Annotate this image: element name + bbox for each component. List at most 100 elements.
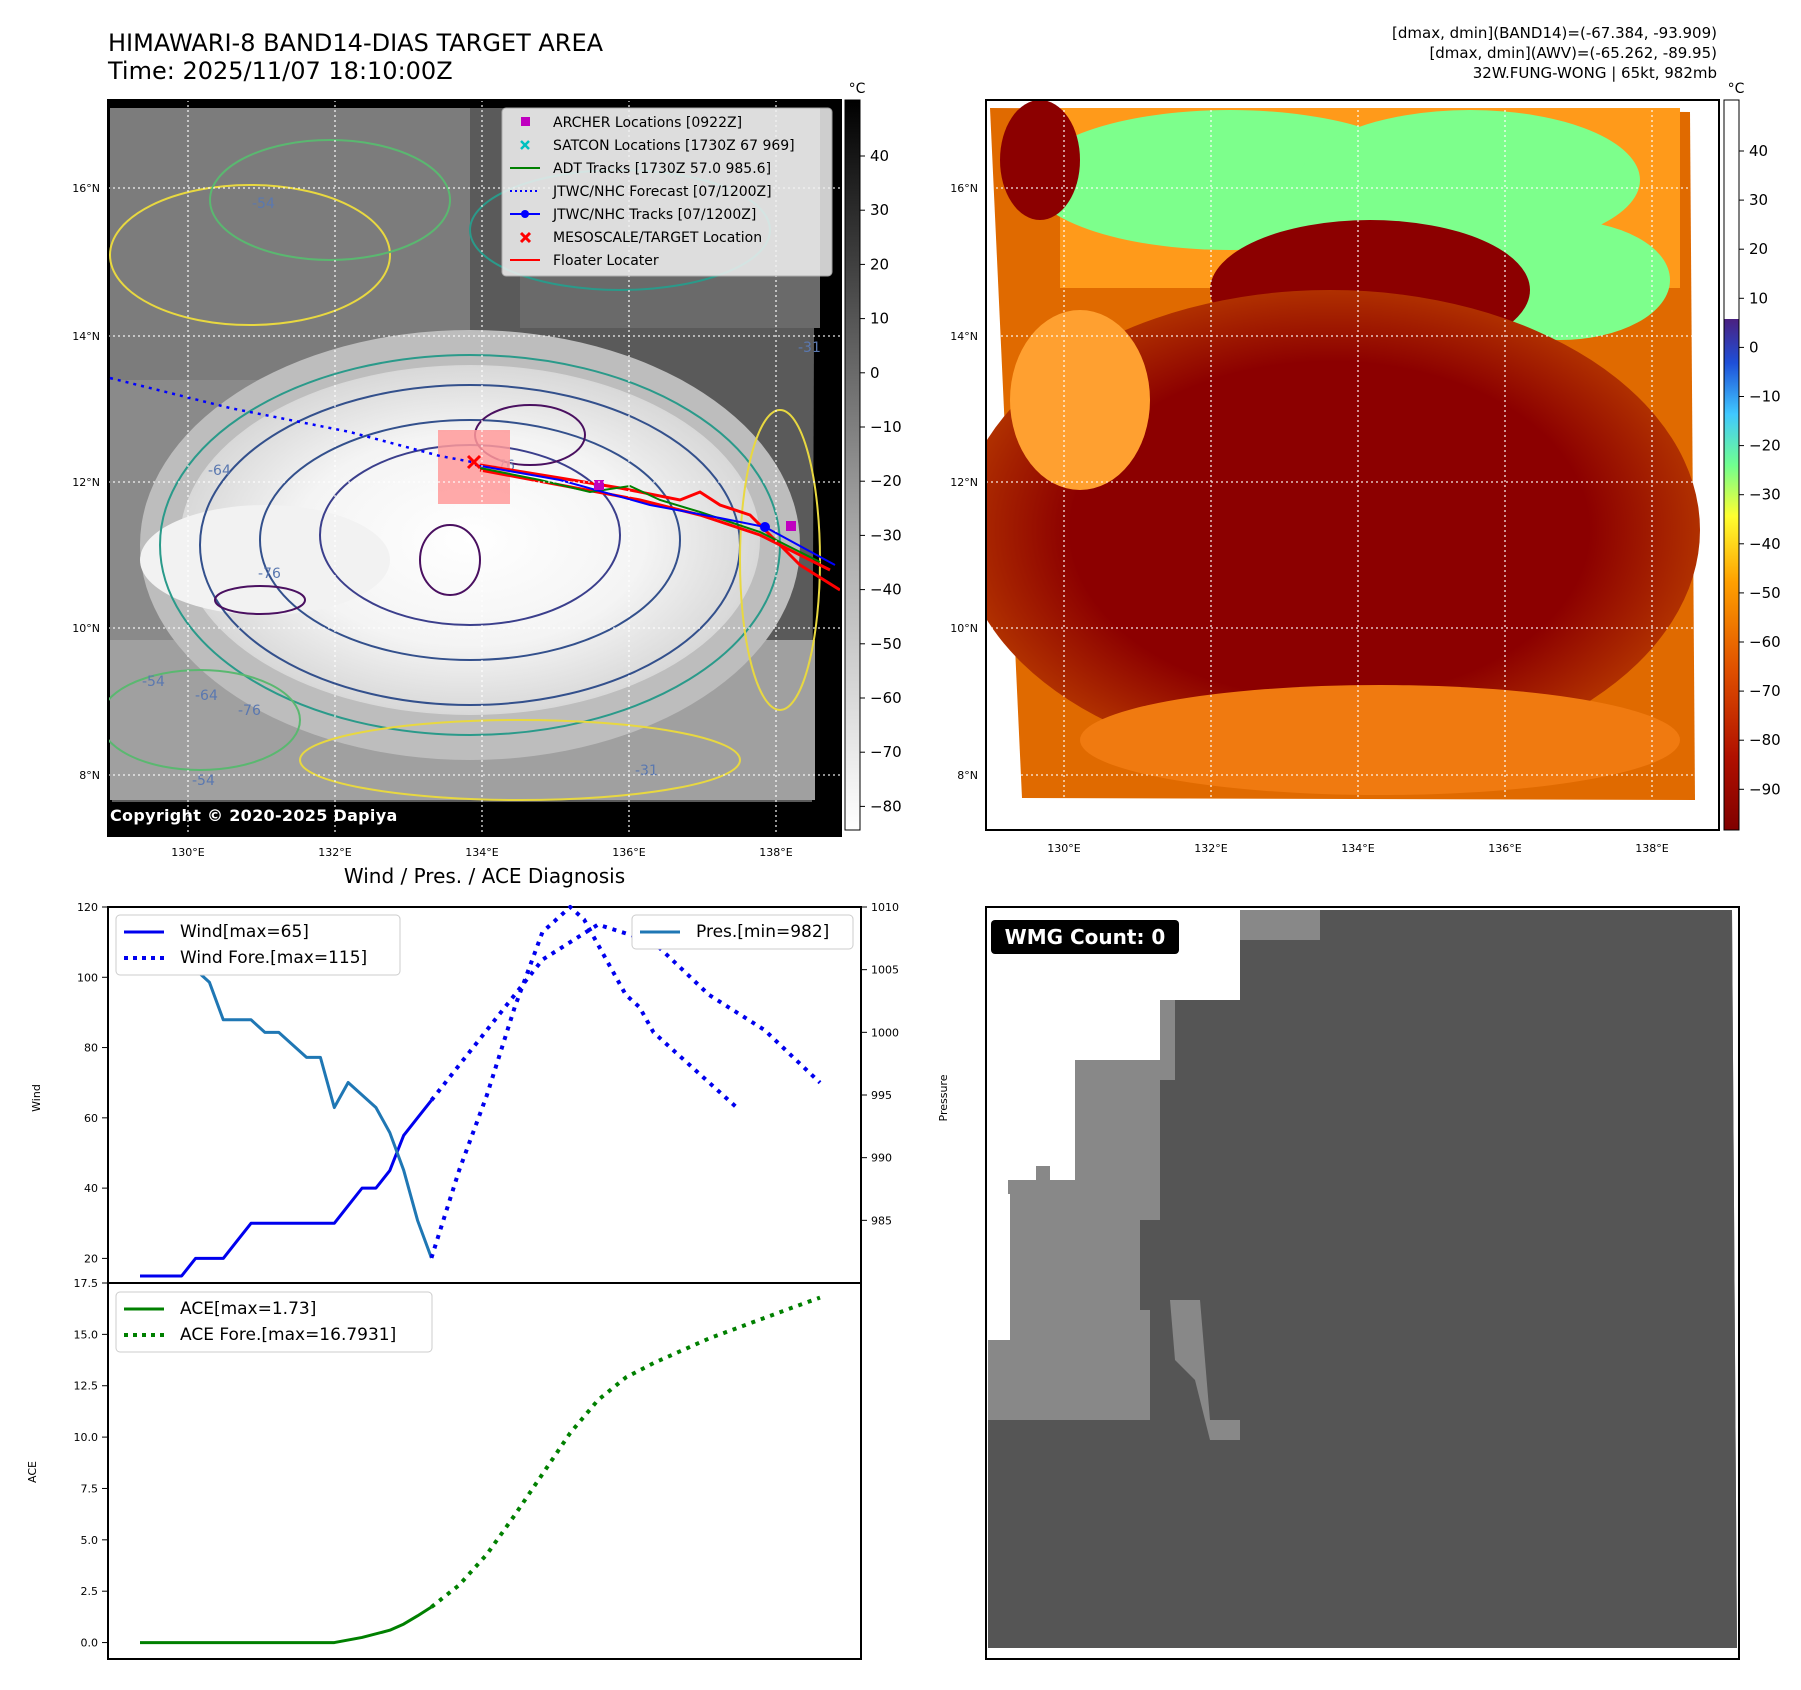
wind-y-tick-label: 40 <box>84 1182 98 1195</box>
ace-y-tick-label: 10.0 <box>74 1431 99 1444</box>
floater-locater-track <box>479 463 841 592</box>
contour-label: -76 <box>238 703 261 719</box>
contour-label: -64 <box>208 463 231 479</box>
lon-label: 138°E <box>759 846 792 859</box>
awv-colorbar-tick-label: −60 <box>1749 633 1781 651</box>
legend-label: Floater Locater <box>553 253 659 269</box>
legend-target-swatch <box>519 231 532 244</box>
meta-storm-info: 32W.FUNG-WONG | 65kt, 982mb <box>1472 64 1717 82</box>
jtwc-forecast-track <box>109 376 473 464</box>
legend-satcon-swatch <box>520 140 530 150</box>
ace-y-tick-label: 17.5 <box>74 1277 99 1290</box>
awv-colorbar-tick-label: −90 <box>1749 780 1781 798</box>
lon-label: 136°E <box>612 846 645 859</box>
wind-legend: Wind[max=65] Wind Fore.[max=115] <box>115 914 401 976</box>
awv-colorbar-tick-label: −70 <box>1749 682 1781 700</box>
ace-y-tick-label: 2.5 <box>81 1585 99 1598</box>
wind-axis-label: Wind <box>30 1084 43 1112</box>
figure-time: Time: 2025/11/07 18:10:00Z <box>108 57 453 85</box>
contour-label: -64 <box>195 688 218 704</box>
band14-colorbar-tick-label: −60 <box>870 689 902 707</box>
wind-forecast-series-line <box>429 922 822 1102</box>
lon-label: 130°E <box>171 846 204 859</box>
band14-colorbar-tick-label: −10 <box>870 418 902 436</box>
awv-colorbar-tick-label: 10 <box>1749 289 1768 307</box>
awv-colorbar-tick-label: −10 <box>1749 388 1781 406</box>
band14-colorbar-tick-label: 40 <box>870 147 889 165</box>
legend-label: JTWC/NHC Forecast [07/1200Z] <box>552 184 772 200</box>
contour-label: -31 <box>635 763 658 779</box>
lon-label: 130°E <box>1047 842 1080 855</box>
copyright-notice: Copyright © 2020-2025 Dapiya <box>110 806 398 825</box>
lat-label: 10°N <box>950 622 978 635</box>
legend-label: ACE[max=1.73] <box>180 1299 316 1319</box>
awv-colorbar-tick-label: −30 <box>1749 486 1781 504</box>
legend-archer-swatch <box>521 117 530 126</box>
pressure-forecast-series-line <box>429 905 739 1259</box>
lon-label: 132°E <box>1194 842 1227 855</box>
lat-label: 16°N <box>950 182 978 195</box>
wmg-count-badge: WMG Count: 0 <box>991 920 1179 954</box>
jtwc-track-point <box>760 522 770 532</box>
meta-awv-range: [dmax, dmin](AWV)=(-65.262, -89.95) <box>1429 44 1717 62</box>
lon-label: 134°E <box>465 846 498 859</box>
awv-imagery <box>986 100 1719 830</box>
ace-y-tick-label: 12.5 <box>74 1380 99 1393</box>
pressure-y-tick-label: 1005 <box>871 964 899 977</box>
diagnosis-title: Wind / Pres. / ACE Diagnosis <box>343 864 626 888</box>
awv-colorbar-tick-label: 40 <box>1749 142 1768 160</box>
band14-colorbar-tick-label: 0 <box>870 364 880 382</box>
ace-y-tick-label: 7.5 <box>81 1482 99 1495</box>
lat-label: 14°N <box>72 330 100 343</box>
contour-label: -76 <box>258 566 281 582</box>
awv-colorbar-tick-label: −50 <box>1749 584 1781 602</box>
band14-colorbar <box>844 99 861 831</box>
band14-colorbar-tick-label: −40 <box>870 581 902 599</box>
ace-y-tick-label: 15.0 <box>74 1328 99 1341</box>
band14-colorbar-tick-label: −20 <box>870 472 902 490</box>
archer-location-marker <box>786 521 796 531</box>
lat-label: 8°N <box>79 769 100 782</box>
wmg-panel <box>985 906 1740 1660</box>
pressure-y-tick-label: 985 <box>871 1214 892 1227</box>
contour-label: -54 <box>252 196 275 212</box>
legend-label: Wind[max=65] <box>180 922 309 942</box>
awv-colorbar-unit: °C <box>1728 81 1745 97</box>
lat-label: 16°N <box>72 182 100 195</box>
lon-label: 138°E <box>1635 842 1668 855</box>
awv-colorbar-tick-label: 20 <box>1749 240 1768 258</box>
band14-colorbar-tick-label: 30 <box>870 201 889 219</box>
wind-y-tick-label: 120 <box>77 901 98 914</box>
pressure-y-tick-label: 1000 <box>871 1026 899 1039</box>
contour-label: -54 <box>142 674 165 690</box>
wind-series-line <box>140 1099 433 1278</box>
wind-y-tick-label: 20 <box>84 1252 98 1265</box>
legend-label: ARCHER Locations [0922Z] <box>553 115 742 131</box>
band14-colorbar-tick-label: 20 <box>870 255 889 273</box>
awv-colorbar-tick-label: −40 <box>1749 535 1781 553</box>
awv-colorbar-tick-label: 30 <box>1749 191 1768 209</box>
lon-label: 132°E <box>318 846 351 859</box>
awv-colorbar <box>1723 99 1740 831</box>
target-location-marker <box>466 454 482 470</box>
wind-y-tick-label: 100 <box>77 971 98 984</box>
meta-band14-range: [dmax, dmin](BAND14)=(-67.384, -93.909) <box>1392 24 1717 42</box>
pressure-y-tick-label: 1010 <box>871 901 899 914</box>
awv-colorbar-tick-label: −20 <box>1749 437 1781 455</box>
band14-colorbar-tick-label: 10 <box>870 310 889 328</box>
band14-colorbar-unit: °C <box>849 81 866 97</box>
ace-y-tick-label: 5.0 <box>81 1534 99 1547</box>
wind-y-tick-label: 80 <box>84 1042 98 1055</box>
legend-label: SATCON Locations [1730Z 67 969] <box>553 138 795 154</box>
band14-imagery: -54 -64 -76 -31 -76 -54 -64 -76 -54 -31 <box>108 100 841 836</box>
ace-y-tick-label: 0.0 <box>81 1637 99 1650</box>
band14-map-frame <box>107 99 842 837</box>
lat-label: 14°N <box>950 330 978 343</box>
lat-label: 12°N <box>72 476 100 489</box>
figure-title: HIMAWARI-8 BAND14-DIAS TARGET AREA <box>108 29 604 57</box>
contour-label: -31 <box>798 340 821 356</box>
lat-label: 10°N <box>72 622 100 635</box>
legend-label: JTWC/NHC Tracks [07/1200Z] <box>552 207 756 223</box>
legend-label: MESOSCALE/TARGET Location <box>553 230 762 246</box>
